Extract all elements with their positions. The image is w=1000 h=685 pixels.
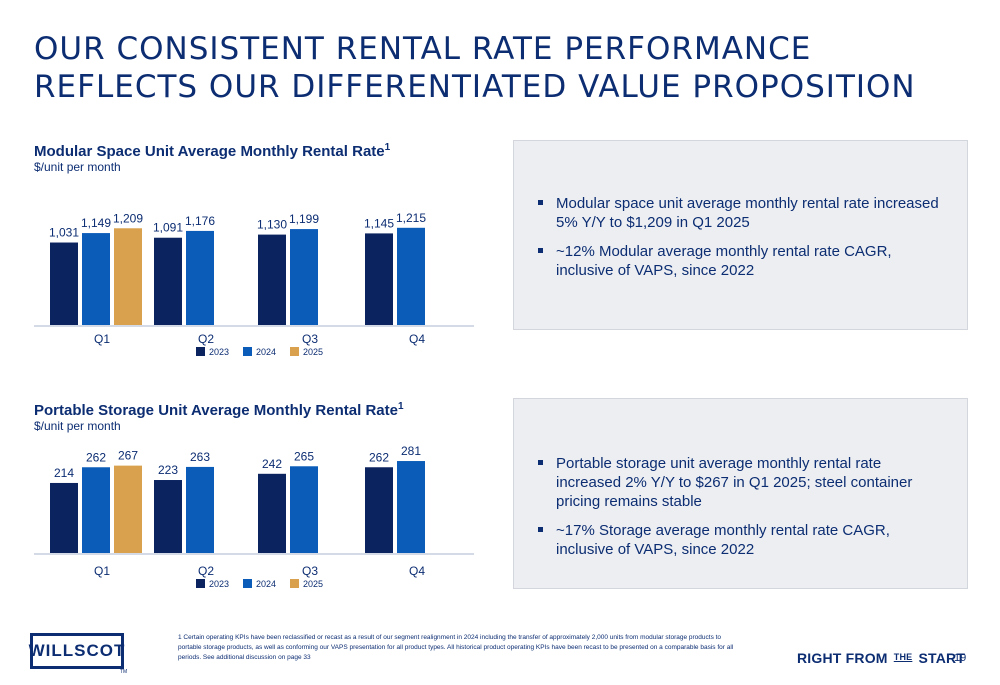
- data-label-2023-q3: 242: [262, 457, 282, 471]
- data-label-2023-q4: 262: [369, 450, 389, 464]
- legend-label-2023: 2023: [209, 347, 229, 357]
- bar-2023-q4: [365, 467, 393, 553]
- legend-label-2025: 2025: [303, 579, 323, 589]
- legend-swatch-2023: [196, 579, 205, 588]
- data-label-2025-q1: 1,209: [113, 211, 143, 225]
- data-label-2024-q3: 265: [294, 449, 314, 463]
- bar-2024-q1: [82, 467, 110, 553]
- bar-2023-q4: [365, 233, 393, 325]
- modular-chart-title-text: Modular Space Unit Average Monthly Renta…: [34, 143, 385, 160]
- data-label-2023-q3: 1,130: [257, 218, 287, 232]
- data-label-2024-q3: 1,199: [289, 212, 319, 226]
- data-label-2024-q2: 263: [190, 450, 210, 464]
- storage-chart-title: Portable Storage Unit Average Monthly Re…: [34, 401, 404, 419]
- bar-2024-q4: [397, 227, 425, 325]
- tagline: RIGHT FROM THE START: [797, 650, 965, 666]
- x-tick-label-q1: Q1: [94, 564, 110, 578]
- bar-2023-q1: [50, 242, 78, 325]
- modular-highlight-text: ~12% Modular average monthly rental rate…: [556, 243, 892, 279]
- x-tick-label-q4: Q4: [409, 332, 425, 346]
- x-tick-label-q2: Q2: [198, 564, 214, 578]
- bullet-square-icon: [538, 200, 543, 205]
- x-tick-label-q3: Q3: [302, 564, 318, 578]
- footnote: 1 Certain operating KPIs have been recla…: [178, 634, 734, 661]
- willscot-logo: WILLSCOT: [28, 633, 126, 669]
- x-tick-label-q3: Q3: [302, 332, 318, 346]
- legend-label-2024: 2024: [256, 579, 276, 589]
- bar-2023-q3: [258, 473, 286, 553]
- page-title-line-2: REFLECTS OUR DIFFERENTIATED VALUE PROPOS…: [34, 69, 916, 105]
- bullet-square-icon: [538, 460, 543, 465]
- data-label-2023-q1: 214: [54, 466, 74, 480]
- legend-label-2025: 2025: [303, 347, 323, 357]
- storage-highlight-text: Portable storage unit average monthly re…: [556, 455, 913, 510]
- modular-highlights-panel: Modular space unit average monthly renta…: [513, 140, 968, 330]
- bar-2024-q2: [186, 230, 214, 325]
- data-label-2024-q1: 262: [86, 450, 106, 464]
- modular-highlight-item: ~12% Modular average monthly rental rate…: [538, 242, 947, 280]
- legend-swatch-2024: [243, 347, 252, 356]
- legend-swatch-2024: [243, 579, 252, 588]
- data-label-2024-q1: 1,149: [81, 216, 111, 230]
- bar-2024-q2: [186, 466, 214, 553]
- data-label-2024-q4: 281: [401, 444, 421, 458]
- storage-chart-subtitle: $/unit per month: [34, 419, 121, 433]
- bar-2023-q2: [154, 480, 182, 553]
- bar-2023-q3: [258, 234, 286, 325]
- page-title: OUR CONSISTENT RENTAL RATE PERFORMANCE R…: [34, 30, 974, 106]
- data-label-2023-q4: 1,145: [364, 216, 394, 230]
- storage-highlight-item: Portable storage unit average monthly re…: [538, 454, 947, 511]
- bar-2023-q2: [154, 237, 182, 325]
- bar-2024-q1: [82, 233, 110, 325]
- modular-highlight-text: Modular space unit average monthly renta…: [556, 195, 939, 231]
- data-label-2023-q2: 1,091: [153, 221, 183, 235]
- bullet-square-icon: [538, 527, 543, 532]
- data-label-2023-q2: 223: [158, 463, 178, 477]
- bullet-square-icon: [538, 248, 543, 253]
- bar-2024-q3: [290, 229, 318, 325]
- storage-chart-title-footnote-marker: 1: [397, 401, 404, 412]
- x-tick-label-q2: Q2: [198, 332, 214, 346]
- tagline-part-1: RIGHT FROM: [797, 650, 892, 666]
- x-tick-label-q4: Q4: [409, 564, 425, 578]
- tagline-the: THE: [893, 652, 913, 662]
- x-tick-label-q1: Q1: [94, 332, 110, 346]
- legend-label-2023: 2023: [209, 579, 229, 589]
- storage-highlights-panel: Portable storage unit average monthly re…: [513, 398, 968, 589]
- tagline-part-2: START: [914, 650, 966, 666]
- modular-chart-title: Modular Space Unit Average Monthly Renta…: [34, 142, 390, 160]
- legend-swatch-2023: [196, 347, 205, 356]
- logo-trademark: TM: [120, 669, 128, 675]
- page-title-line-1: OUR CONSISTENT RENTAL RATE PERFORMANCE: [34, 31, 812, 67]
- data-label-2025-q1: 267: [118, 449, 138, 463]
- data-label-2023-q1: 1,031: [49, 226, 79, 240]
- bar-2023-q1: [50, 482, 78, 553]
- modular-highlight-item: Modular space unit average monthly renta…: [538, 194, 947, 232]
- storage-highlights-list: Portable storage unit average monthly re…: [538, 454, 947, 569]
- legend-swatch-2025: [290, 347, 299, 356]
- storage-rental-rate-chart: 214 262 267 Q1 223 263 Q2 242 265 Q3 262 281 Q4 2023 2…: [34, 444, 474, 589]
- data-label-2024-q4: 1,215: [396, 211, 426, 225]
- storage-chart-title-text: Portable Storage Unit Average Monthly Re…: [34, 402, 398, 419]
- page-number: 19: [954, 652, 967, 664]
- bar-2025-q1: [114, 465, 142, 553]
- bar-2024-q4: [397, 461, 425, 553]
- data-label-2024-q2: 1,176: [185, 214, 215, 228]
- bar-2024-q3: [290, 466, 318, 553]
- legend-label-2024: 2024: [256, 347, 276, 357]
- legend-swatch-2025: [290, 579, 299, 588]
- bar-2025-q1: [114, 228, 142, 325]
- storage-highlight-text: ~17% Storage average monthly rental rate…: [556, 522, 890, 558]
- modular-chart-title-footnote-marker: 1: [384, 142, 391, 153]
- modular-chart-subtitle: $/unit per month: [34, 160, 121, 174]
- logo-text: WILLSCOT: [28, 641, 126, 660]
- storage-highlight-item: ~17% Storage average monthly rental rate…: [538, 521, 947, 559]
- modular-highlights-list: Modular space unit average monthly renta…: [538, 194, 947, 290]
